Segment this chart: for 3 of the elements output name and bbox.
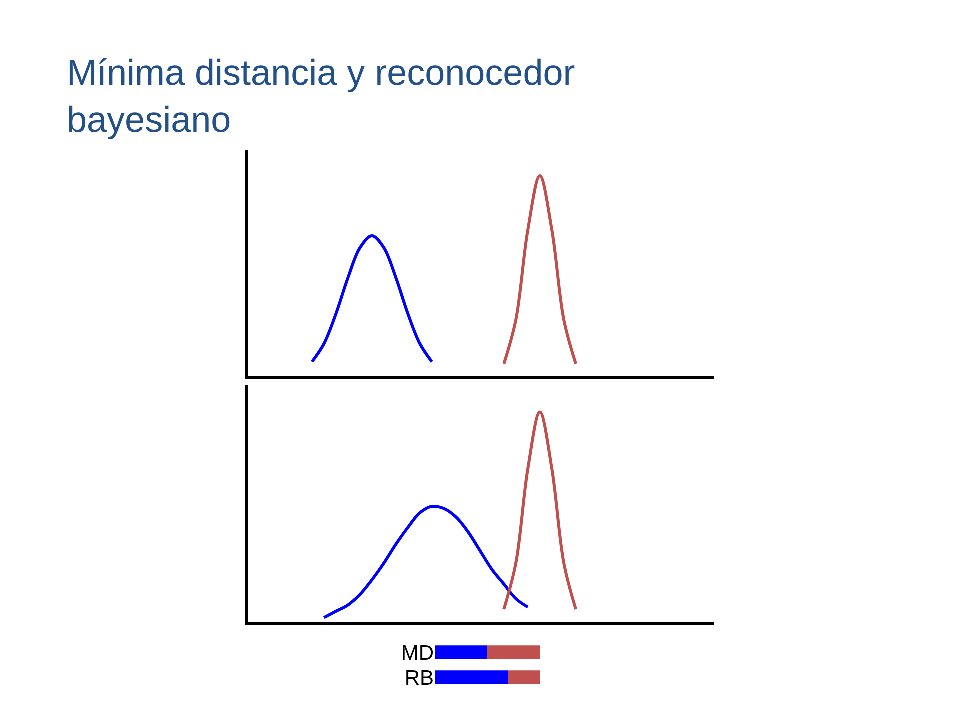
y-tick-label: RB — [404, 666, 434, 690]
y-tick-label: MD — [401, 642, 434, 665]
chart-title: Mínima distancia y reconocedor bayesiano — [67, 52, 576, 140]
